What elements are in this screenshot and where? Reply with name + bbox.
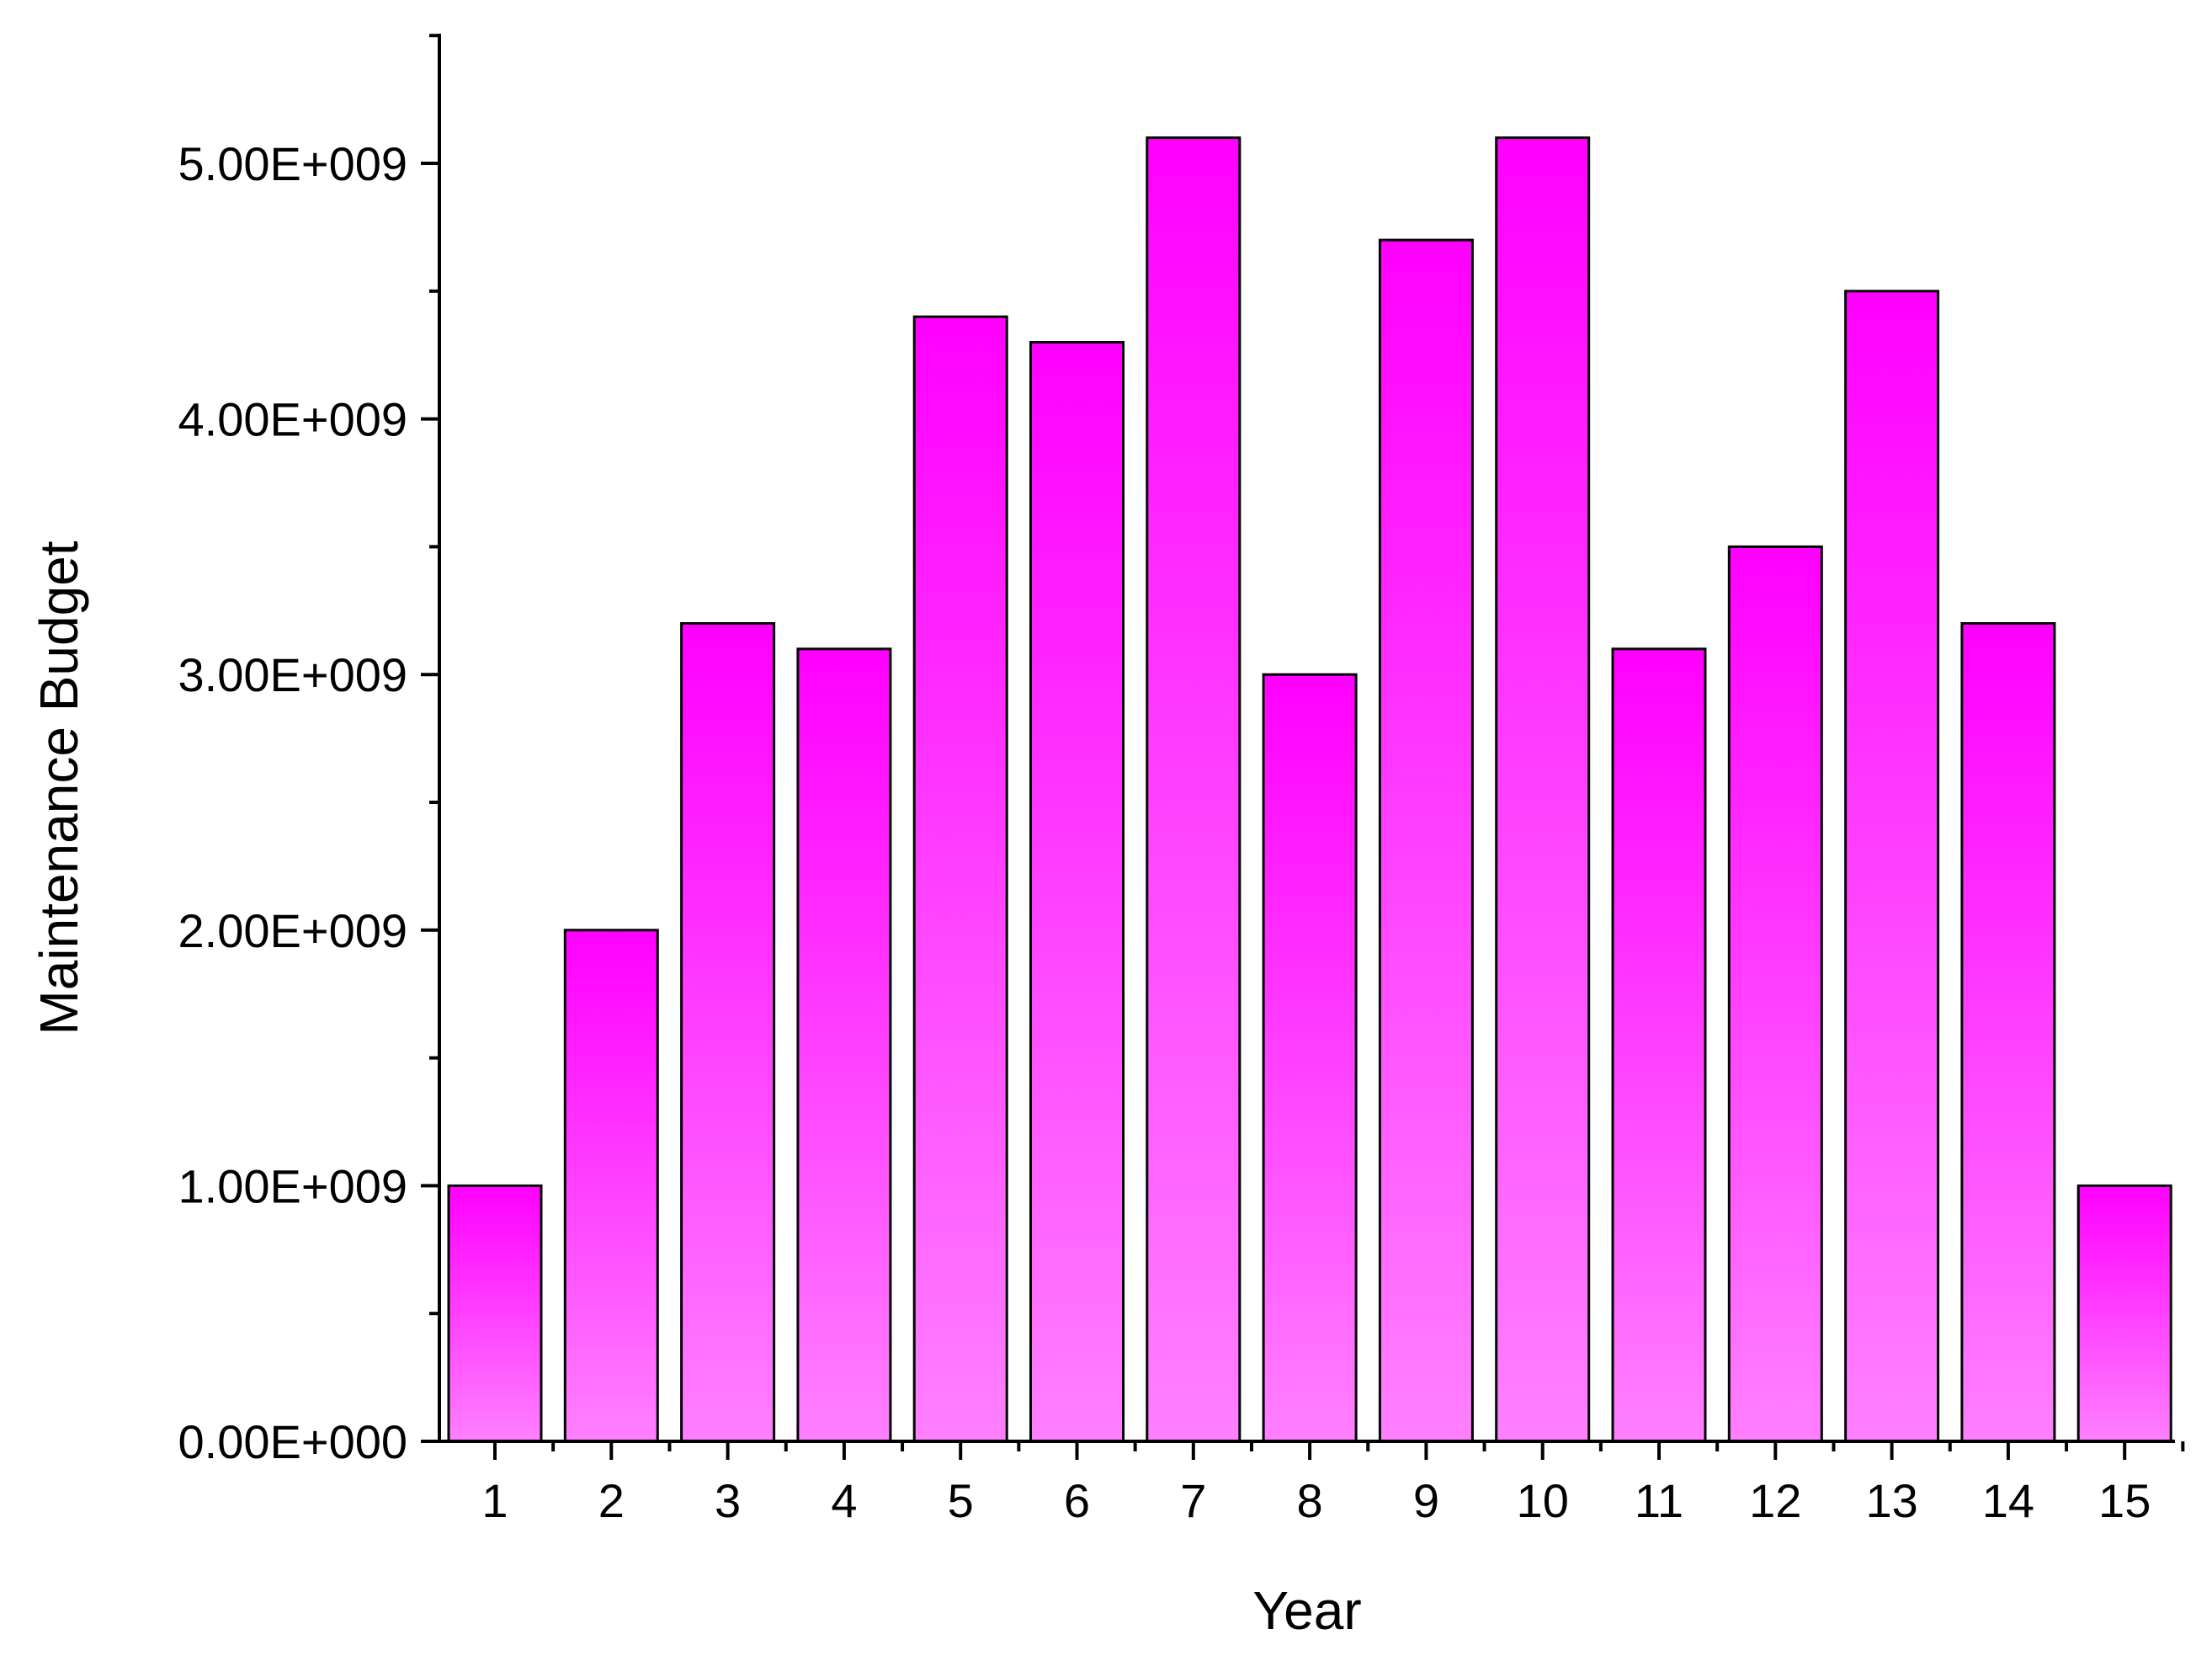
- y-axis-ticks: 0.00E+000 1.00E+009 2.00E+009 3.00E+009 4.00…: [178, 34, 439, 1468]
- y-tick-label: 1.00E+009: [178, 1159, 407, 1212]
- bar-year-6: [1029, 341, 1125, 1443]
- x-axis-ticks: 1 2 3 4 5 6 7 8 9 10 11 12 13 14 15: [481, 1441, 2185, 1527]
- bar-year-10: [1495, 136, 1591, 1443]
- bar-year-8: [1262, 673, 1358, 1443]
- x-tick-label: 4: [831, 1474, 857, 1527]
- bar-year-12: [1727, 545, 1823, 1443]
- bar-year-1: [447, 1184, 543, 1443]
- x-axis-title: Year: [1252, 1580, 1361, 1641]
- bar-year-5: [912, 315, 1008, 1443]
- x-tick-label: 13: [1865, 1474, 1917, 1527]
- x-tick-label: 10: [1517, 1474, 1569, 1527]
- x-tick-label: 14: [1982, 1474, 2034, 1527]
- x-tick-label: 15: [2098, 1474, 2151, 1527]
- x-tick-label: 8: [1297, 1474, 1323, 1527]
- y-tick-label: 3.00E+009: [178, 648, 407, 701]
- bar-year-14: [1960, 622, 2056, 1443]
- x-tick-label: 12: [1749, 1474, 1801, 1527]
- y-tick-label: 5.00E+009: [178, 137, 407, 190]
- y-tick-label: 0.00E+000: [178, 1415, 407, 1468]
- x-tick-label: 5: [948, 1474, 974, 1527]
- x-tick-label: 11: [1635, 1474, 1683, 1527]
- bars-group: [447, 136, 2172, 1443]
- bar-year-2: [563, 929, 659, 1443]
- y-tick-label: 2.00E+009: [178, 904, 407, 957]
- x-tick-label: 2: [598, 1474, 625, 1527]
- x-tick-label: 9: [1413, 1474, 1439, 1527]
- x-tick-label: 1: [481, 1474, 508, 1527]
- y-axis-title: Maintenance Budget: [29, 540, 89, 1035]
- bar-year-13: [1844, 290, 1940, 1443]
- x-tick-label: 6: [1064, 1474, 1090, 1527]
- x-tick-label: 7: [1180, 1474, 1206, 1527]
- bar-year-7: [1146, 136, 1242, 1443]
- bar-year-9: [1378, 238, 1474, 1443]
- y-tick-label: 4.00E+009: [178, 393, 407, 446]
- bar-year-15: [2076, 1184, 2172, 1443]
- x-tick-label: 3: [715, 1474, 741, 1527]
- bar-year-3: [680, 622, 776, 1443]
- bar-year-4: [796, 647, 892, 1443]
- bar-year-11: [1611, 647, 1707, 1443]
